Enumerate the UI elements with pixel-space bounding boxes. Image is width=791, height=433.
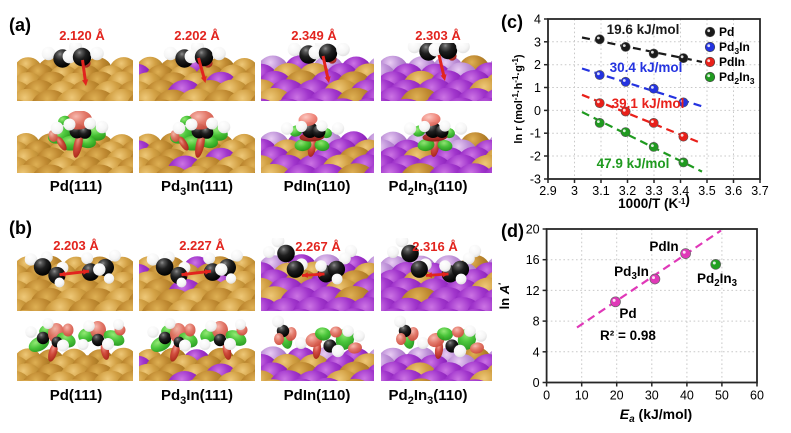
svg-text:0: 0: [533, 376, 540, 390]
svg-text:20: 20: [526, 223, 540, 237]
svg-text:1: 1: [534, 81, 541, 95]
svg-text:10: 10: [575, 389, 589, 403]
svg-text:4: 4: [533, 345, 540, 359]
svg-text:PdIn: PdIn: [649, 239, 678, 254]
svg-text:16: 16: [526, 253, 540, 267]
svg-text:1000/T (K-1): 1000/T (K-1): [618, 192, 690, 211]
svg-text:50: 50: [715, 389, 729, 403]
svg-text:Pd3In: Pd3In: [614, 264, 649, 282]
svg-text:40: 40: [680, 389, 694, 403]
svg-text:ln A′: ln A′: [497, 283, 512, 310]
svg-text:-2: -2: [530, 150, 541, 164]
svg-text:0: 0: [534, 104, 541, 118]
svg-text:3.1: 3.1: [592, 184, 609, 198]
svg-text:4: 4: [534, 13, 541, 27]
svg-text:Ea (kJ/mol): Ea (kJ/mol): [620, 406, 692, 425]
svg-text:2: 2: [534, 58, 541, 72]
svg-text:ln r (mol-1·h-1·g-1): ln r (mol-1·h-1·g-1): [511, 54, 525, 144]
svg-text:19.6 kJ/mol: 19.6 kJ/mol: [607, 22, 680, 37]
svg-text:3: 3: [534, 35, 541, 49]
svg-text:3.4: 3.4: [672, 184, 689, 198]
svg-text:3.2: 3.2: [619, 184, 636, 198]
svg-text:20: 20: [610, 389, 624, 403]
svg-text:Pd: Pd: [619, 306, 636, 321]
svg-text:39.1 kJ/mol: 39.1 kJ/mol: [612, 96, 685, 111]
svg-text:-3: -3: [530, 173, 541, 187]
svg-text:3.5: 3.5: [698, 184, 715, 198]
svg-text:8: 8: [533, 315, 540, 329]
svg-text:3: 3: [571, 184, 578, 198]
svg-text:Pd: Pd: [719, 25, 734, 39]
svg-text:30.4 kJ/mol: 30.4 kJ/mol: [610, 60, 683, 75]
svg-text:60: 60: [750, 389, 764, 403]
svg-text:R² = 0.98: R² = 0.98: [600, 328, 656, 343]
svg-text:PdIn: PdIn: [719, 55, 745, 69]
svg-text:Pd2In3: Pd2In3: [719, 70, 755, 86]
svg-text:3.7: 3.7: [751, 184, 768, 198]
svg-text:12: 12: [526, 284, 540, 298]
svg-text:30: 30: [645, 389, 659, 403]
svg-text:47.9 kJ/mol: 47.9 kJ/mol: [597, 156, 670, 171]
svg-text:0: 0: [543, 389, 550, 403]
svg-text:2.9: 2.9: [539, 184, 556, 198]
svg-text:3.6: 3.6: [725, 184, 742, 198]
svg-text:3.3: 3.3: [645, 184, 662, 198]
svg-text:Pd2In3: Pd2In3: [697, 271, 738, 289]
svg-text:-1: -1: [530, 127, 541, 141]
svg-text:Pd3In: Pd3In: [719, 40, 750, 56]
